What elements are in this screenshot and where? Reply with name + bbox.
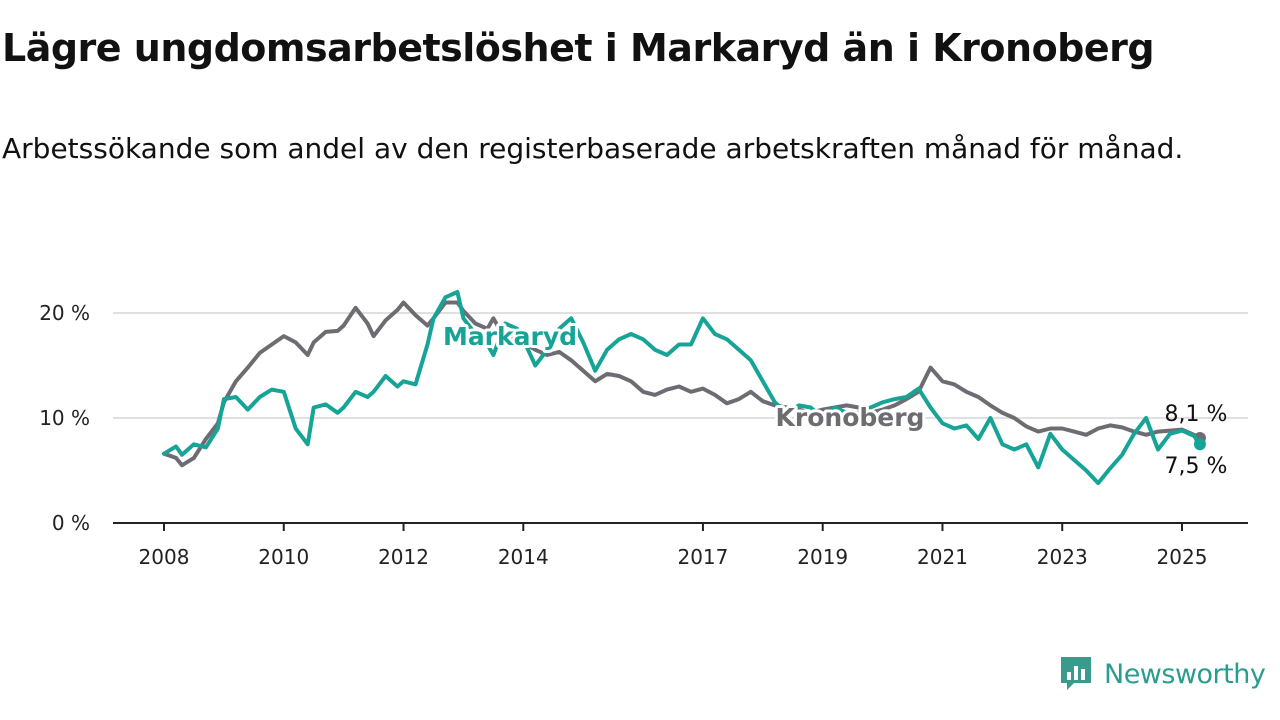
newsworthy-brand[interactable]: Newsworthy bbox=[1058, 655, 1266, 693]
gridlines: 0 % 10 % 20 % bbox=[39, 301, 1248, 535]
chart-title: Lägre ungdomsarbetslöshet i Markaryd än … bbox=[2, 26, 1155, 70]
series-line-markaryd bbox=[162, 290, 1202, 486]
brand-name: Newsworthy bbox=[1104, 658, 1266, 690]
x-tick-label: 2012 bbox=[378, 545, 429, 569]
y-tick-label: 10 % bbox=[39, 406, 90, 430]
series-lines bbox=[162, 290, 1206, 486]
x-tick-label: 2014 bbox=[498, 545, 549, 569]
series-name-label: Markaryd bbox=[443, 322, 577, 351]
series-end-point bbox=[1193, 438, 1206, 451]
x-tick-label: 2008 bbox=[139, 545, 190, 569]
series-end-label: 8,1 % bbox=[1165, 402, 1228, 427]
series-end-label: 7,5 % bbox=[1165, 454, 1228, 479]
x-tick-label: 2025 bbox=[1157, 545, 1208, 569]
x-tick-label: 2019 bbox=[797, 545, 848, 569]
x-tick-label: 2023 bbox=[1037, 545, 1088, 569]
x-tick-label: 2017 bbox=[677, 545, 728, 569]
x-axis: 2008 2010 2012 2014 2017 2019 2021 2023 2025 bbox=[113, 522, 1248, 569]
series-line-kronoberg bbox=[162, 300, 1202, 468]
series-labels: Kronoberg 8,1 % Markaryd 7,5 % bbox=[440, 319, 1228, 479]
x-tick-label: 2021 bbox=[917, 545, 968, 569]
chart-subtitle: Arbetssökande som andel av den registerb… bbox=[2, 132, 1184, 165]
y-tick-label: 20 % bbox=[39, 301, 90, 325]
series-name-label: Kronoberg bbox=[776, 403, 925, 432]
line-chart: 0 % 10 % 20 % 2008 2010 2012 2014 2017 2019 2021… bbox=[39, 290, 1248, 569]
y-tick-label: 0 % bbox=[52, 511, 90, 535]
x-tick-label: 2010 bbox=[258, 545, 309, 569]
newsworthy-logo-icon bbox=[1061, 657, 1091, 690]
